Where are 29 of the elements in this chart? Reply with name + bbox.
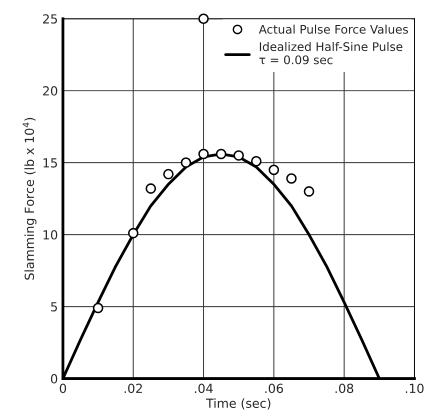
point <box>146 183 156 194</box>
y-tick-label: 20 <box>43 86 58 96</box>
point <box>233 150 244 161</box>
y-tick-label: 10 <box>44 230 58 240</box>
x-tick-label: 0 <box>60 384 66 394</box>
point <box>180 157 192 168</box>
x-tick-label: .10 <box>406 384 424 394</box>
point <box>216 148 226 160</box>
y-tick-label: 15 <box>44 158 57 168</box>
x-tick-label: .08 <box>336 384 354 394</box>
legend-label: Actual Pulse Force Values <box>258 24 408 34</box>
point <box>128 228 139 238</box>
point <box>286 173 297 184</box>
point <box>198 148 209 160</box>
point <box>92 302 104 314</box>
point <box>198 13 209 24</box>
x-tick-label: .06 <box>265 384 284 394</box>
y-tick-label: 0 <box>50 374 58 384</box>
y-axis-title: Slamming Force (lb x 10$^{4}$) <box>22 118 36 280</box>
x-tick-label: .02 <box>124 384 142 394</box>
y-tick-label: 25 <box>43 14 57 24</box>
point <box>304 186 314 197</box>
point <box>251 156 262 166</box>
x-axis-title: Time (sec) <box>206 398 270 410</box>
point <box>268 164 280 176</box>
legend-label: Idealized Half-Sine Pulse τ = 0.09 sec <box>259 42 402 64</box>
point <box>163 168 174 180</box>
y-tick-label: 5 <box>51 302 57 312</box>
x-tick-label: .04 <box>194 384 213 394</box>
